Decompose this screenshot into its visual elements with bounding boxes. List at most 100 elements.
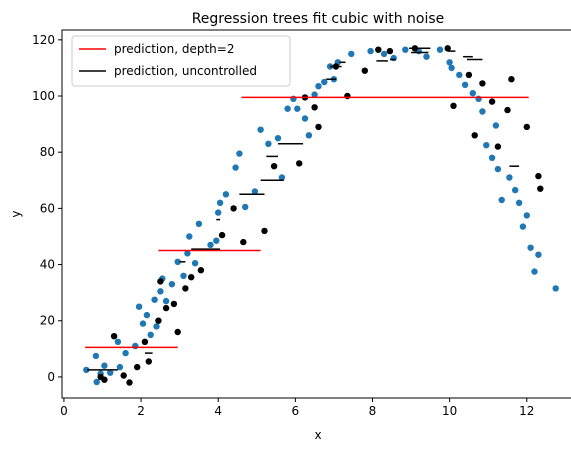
test-point-38 [504, 107, 510, 113]
train-point-33 [242, 204, 248, 210]
train-point-66 [489, 155, 495, 161]
train-point-68 [495, 166, 501, 172]
y-tick-label-5: 100 [32, 89, 55, 103]
train-point-35 [257, 127, 263, 133]
test-point-28 [375, 47, 381, 53]
train-point-2 [94, 379, 100, 385]
train-point-13 [148, 332, 154, 338]
train-point-60 [456, 72, 462, 78]
train-point-67 [493, 122, 499, 128]
y-tick-label-1: 20 [40, 314, 55, 328]
train-point-62 [470, 90, 476, 96]
test-point-12 [175, 329, 181, 335]
train-point-52 [381, 51, 387, 57]
y-tick-label-4: 80 [40, 145, 55, 159]
legend-label-uncontrolled: prediction, uncontrolled [114, 64, 257, 78]
test-point-36 [489, 98, 495, 104]
train-point-51 [367, 48, 373, 54]
train-point-27 [213, 238, 219, 244]
test-point-16 [219, 232, 225, 238]
train-point-28 [215, 209, 221, 215]
train-point-42 [302, 115, 308, 121]
test-point-34 [472, 132, 478, 138]
y-axis-label: y [9, 210, 23, 217]
test-point-4 [126, 379, 132, 385]
test-point-21 [296, 160, 302, 166]
test-point-5 [134, 364, 140, 370]
legend-label-depth2: prediction, depth=2 [114, 42, 234, 56]
test-point-26 [344, 93, 350, 99]
train-point-40 [290, 96, 296, 102]
train-point-58 [446, 59, 452, 65]
test-point-41 [535, 173, 541, 179]
train-point-31 [232, 164, 238, 170]
train-point-29 [217, 200, 223, 206]
train-point-75 [527, 245, 533, 251]
test-point-17 [230, 205, 236, 211]
train-point-50 [348, 51, 354, 57]
train-point-70 [506, 174, 512, 180]
test-point-40 [524, 124, 530, 130]
train-point-54 [402, 47, 408, 53]
train-point-9 [132, 343, 138, 349]
test-point-37 [495, 143, 501, 149]
x-tick-label-6: 12 [519, 404, 534, 418]
train-point-77 [535, 252, 541, 258]
test-point-10 [163, 305, 169, 311]
test-point-33 [466, 72, 472, 78]
train-point-65 [483, 142, 489, 148]
train-point-41 [294, 106, 300, 112]
test-point-32 [450, 103, 456, 109]
train-point-15 [153, 323, 159, 329]
x-tick-label-2: 4 [214, 404, 222, 418]
x-tick-label-4: 8 [369, 404, 377, 418]
test-point-3 [121, 372, 127, 378]
train-point-71 [512, 187, 518, 193]
test-point-15 [198, 267, 204, 273]
y-tick-label-2: 40 [40, 258, 55, 272]
chart-title: Regression trees fit cubic with noise [192, 11, 445, 27]
train-point-61 [462, 82, 468, 88]
test-point-14 [188, 274, 194, 280]
test-point-27 [362, 68, 368, 74]
legend: prediction, depth=2 prediction, uncontro… [72, 36, 290, 86]
train-point-36 [265, 141, 271, 147]
train-point-76 [531, 268, 537, 274]
x-tick-label-1: 2 [137, 404, 145, 418]
train-point-23 [186, 233, 192, 239]
train-point-43 [306, 132, 312, 138]
train-point-19 [169, 281, 175, 287]
test-point-35 [479, 80, 485, 86]
train-point-12 [144, 312, 150, 318]
train-point-32 [236, 150, 242, 156]
train-point-10 [136, 304, 142, 310]
test-point-39 [508, 76, 514, 82]
train-point-78 [553, 285, 559, 291]
train-point-63 [475, 96, 481, 102]
train-point-45 [315, 83, 321, 89]
train-point-26 [207, 242, 213, 248]
train-point-24 [192, 260, 198, 266]
plot-area [83, 45, 559, 386]
test-point-7 [146, 358, 152, 364]
train-point-14 [151, 297, 157, 303]
train-point-73 [520, 223, 526, 229]
test-point-29 [387, 48, 393, 54]
train-point-74 [524, 212, 530, 218]
train-point-56 [423, 54, 429, 60]
train-point-16 [157, 288, 163, 294]
y-tick-label-0: 0 [47, 370, 55, 384]
train-point-8 [122, 350, 128, 356]
test-point-20 [271, 163, 277, 169]
x-tick-label-0: 0 [60, 404, 68, 418]
train-point-6 [115, 339, 121, 345]
train-point-53 [391, 55, 397, 61]
train-point-64 [479, 108, 485, 114]
test-point-9 [157, 278, 163, 284]
train-point-72 [516, 200, 522, 206]
y-tick-label-6: 120 [32, 33, 55, 47]
train-point-4 [101, 363, 107, 369]
x-axis-label: x [314, 428, 321, 442]
